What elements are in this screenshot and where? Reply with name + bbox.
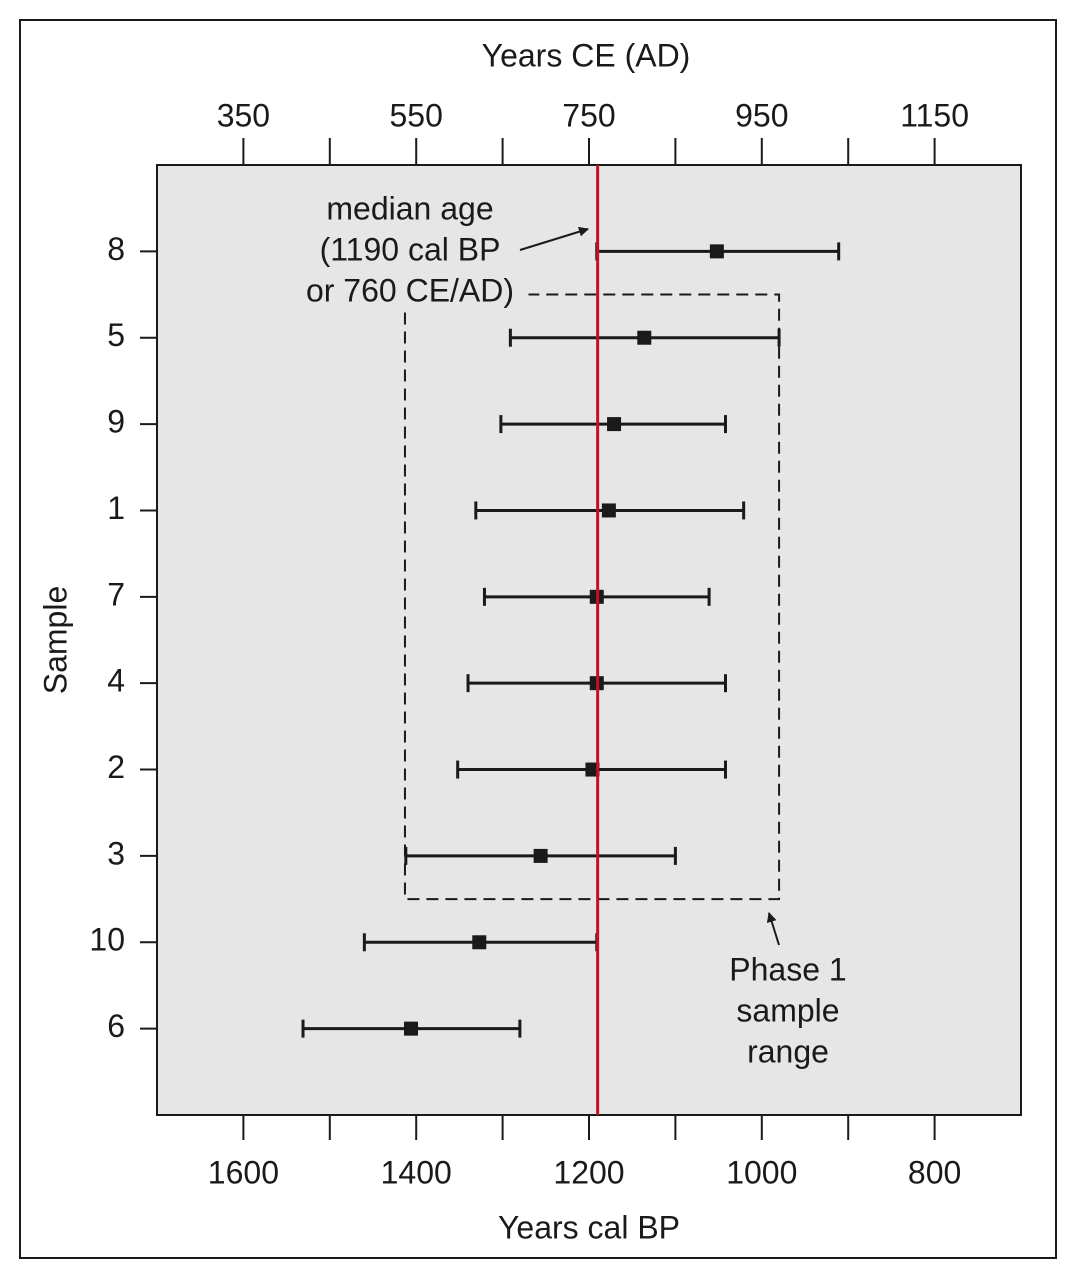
median-point [533, 848, 548, 863]
median-point [709, 244, 724, 259]
x-tick-label: 1600 [208, 1154, 279, 1190]
x-tick-label: 1200 [553, 1154, 624, 1190]
median-point [601, 503, 616, 518]
y-tick-label: 5 [107, 317, 125, 353]
y-tick-label: 8 [107, 231, 125, 267]
median-annotation: or 760 CE/AD) [306, 272, 514, 308]
phase-box [403, 293, 781, 901]
x-tick-label: 800 [908, 1154, 961, 1190]
phase-annotation: sample [736, 992, 839, 1028]
median-point [585, 762, 600, 777]
x2-tick-label: 550 [390, 97, 443, 133]
y-axis-title: Sample [37, 586, 73, 695]
y-tick-label: 3 [107, 835, 125, 871]
x-tick-label: 1400 [381, 1154, 452, 1190]
y-tick-label: 10 [89, 922, 125, 958]
x-axis-title: Years cal BP [498, 1209, 680, 1245]
x2-tick-label: 750 [562, 97, 615, 133]
y-tick-label: 2 [107, 749, 125, 785]
y-tick-label: 4 [107, 663, 125, 699]
y-tick-label: 9 [107, 404, 125, 440]
phase-annotation: range [747, 1033, 829, 1069]
median-arrow [519, 226, 589, 251]
x2-tick-label: 950 [735, 97, 788, 133]
median-annotation: median age [326, 190, 493, 226]
x2-tick-label: 1150 [900, 97, 969, 133]
median-point [637, 330, 652, 345]
median-annotation: (1190 cal BP [320, 231, 501, 267]
y-tick-label: 6 [107, 1008, 125, 1044]
phase-annotation: Phase 1 [729, 951, 846, 987]
y-tick-label: 1 [107, 490, 125, 526]
median-point [404, 1021, 419, 1036]
y-tick-label: 7 [107, 576, 125, 612]
median-point [472, 935, 487, 950]
x2-tick-label: 350 [217, 97, 270, 133]
x-tick-label: 1000 [726, 1154, 797, 1190]
phase-arrow [766, 912, 780, 946]
frame [19, 19, 1057, 1259]
x2-axis-title: Years CE (AD) [482, 37, 691, 73]
median-point [607, 417, 622, 432]
plot-area [156, 164, 1022, 1116]
